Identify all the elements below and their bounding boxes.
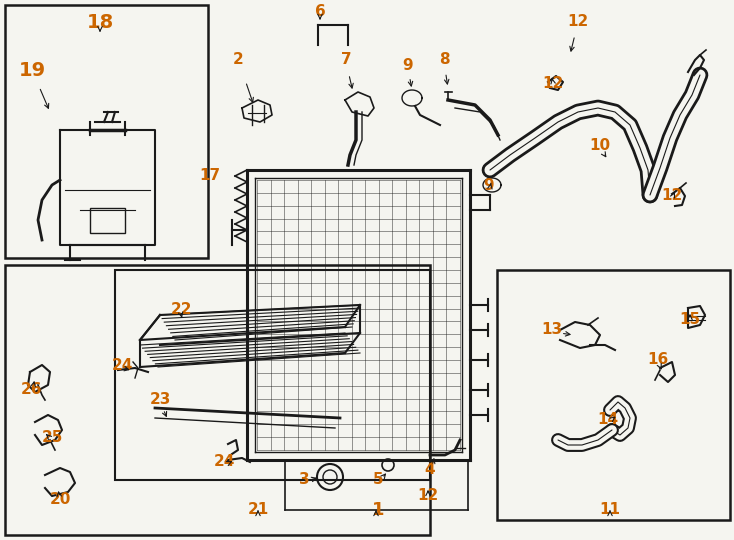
Text: 11: 11: [600, 503, 620, 517]
Bar: [90, 208, 125, 233]
Text: 12: 12: [418, 488, 439, 503]
Text: 15: 15: [680, 313, 700, 327]
Bar: [5, 5, 208, 258]
Text: 24: 24: [214, 455, 235, 469]
Text: 12: 12: [661, 187, 683, 202]
Text: 14: 14: [597, 413, 619, 428]
Text: 9: 9: [484, 178, 494, 192]
Text: 22: 22: [171, 302, 193, 318]
Text: 1: 1: [371, 501, 385, 519]
Text: 7: 7: [341, 52, 352, 68]
Text: 17: 17: [200, 167, 220, 183]
Text: 6: 6: [315, 4, 325, 19]
Text: 10: 10: [589, 138, 611, 152]
Bar: [5, 265, 430, 535]
Text: 24: 24: [112, 357, 133, 373]
Text: 19: 19: [18, 60, 46, 79]
Text: 9: 9: [403, 57, 413, 72]
Text: 8: 8: [439, 52, 449, 68]
Bar: [115, 270, 430, 480]
Text: 2: 2: [233, 52, 244, 68]
Text: 25: 25: [41, 430, 62, 445]
Text: 4: 4: [425, 462, 435, 477]
Text: 12: 12: [567, 15, 589, 30]
Text: 16: 16: [647, 353, 669, 368]
Bar: [497, 270, 730, 520]
Text: 18: 18: [87, 12, 114, 31]
Text: 21: 21: [247, 503, 269, 517]
Text: 23: 23: [149, 393, 171, 408]
Text: 26: 26: [21, 382, 43, 397]
Text: 20: 20: [49, 492, 70, 508]
Text: 5: 5: [373, 472, 383, 488]
Text: 12: 12: [542, 76, 564, 91]
Text: 13: 13: [542, 322, 562, 338]
Text: 3: 3: [299, 472, 309, 488]
